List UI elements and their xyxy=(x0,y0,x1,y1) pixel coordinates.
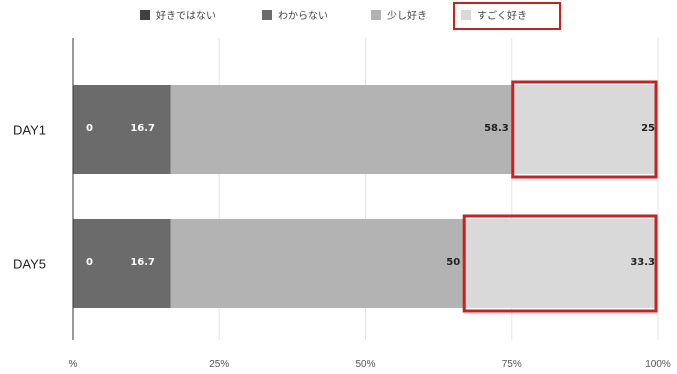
data-label: 0 xyxy=(86,257,93,268)
data-label: 58.3 xyxy=(484,123,509,134)
x-tick-label: 25% xyxy=(209,359,229,370)
legend-swatch xyxy=(461,10,471,20)
bar-segment xyxy=(170,219,464,308)
x-tick-label: 100% xyxy=(645,359,671,370)
legend-label: すごく好き xyxy=(477,9,527,22)
data-label: 33.3 xyxy=(630,257,655,268)
category-labels: DAY1 DAY5 xyxy=(13,123,46,272)
bar-segment xyxy=(511,85,658,174)
legend-swatch xyxy=(371,10,381,20)
legend-label: わからない xyxy=(278,10,328,22)
legend-swatch xyxy=(262,10,272,20)
x-tick-label: 50% xyxy=(355,359,375,370)
bar-segment xyxy=(170,85,512,174)
data-label: 16.7 xyxy=(130,123,155,134)
highlight-boxes xyxy=(462,80,658,313)
bar-segment xyxy=(463,219,658,308)
category-label: DAY1 xyxy=(13,123,46,138)
legend-label: 好きではない xyxy=(156,10,216,22)
x-tick-label: % xyxy=(69,359,78,370)
legend-label: 少し好き xyxy=(387,10,427,22)
data-label: 50 xyxy=(446,257,460,268)
data-label: 16.7 xyxy=(130,257,155,268)
bar-labels: 0 16.7 58.3 25 0 16.7 50 33.3 xyxy=(86,123,655,268)
data-label: 25 xyxy=(641,123,655,134)
x-tick-label: 75% xyxy=(502,359,522,370)
highlight-box xyxy=(511,80,658,179)
legend-highlight-box xyxy=(453,2,561,30)
data-label: 0 xyxy=(86,123,93,134)
legend-swatch xyxy=(140,10,150,20)
bars xyxy=(73,85,658,308)
bar-segment xyxy=(73,85,171,174)
highlight-box xyxy=(462,214,658,313)
bar-segment xyxy=(73,219,171,308)
category-label: DAY5 xyxy=(13,257,46,272)
legend: 好きではない わからない 少し好き すごく好き xyxy=(140,2,561,30)
tick-labels: % 25% 50% 75% 100% xyxy=(69,359,671,370)
